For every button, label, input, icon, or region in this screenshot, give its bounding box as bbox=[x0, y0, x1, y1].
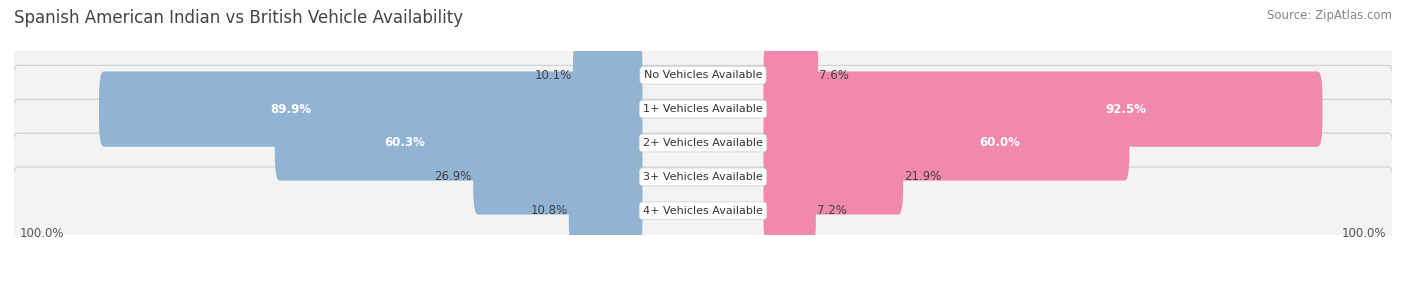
Text: 92.5%: 92.5% bbox=[1105, 103, 1146, 116]
Text: Spanish American Indian vs British Vehicle Availability: Spanish American Indian vs British Vehic… bbox=[14, 9, 463, 27]
FancyBboxPatch shape bbox=[13, 167, 1393, 255]
FancyBboxPatch shape bbox=[763, 37, 818, 113]
FancyBboxPatch shape bbox=[13, 65, 1393, 153]
FancyBboxPatch shape bbox=[13, 133, 1393, 221]
Text: 1+ Vehicles Available: 1+ Vehicles Available bbox=[643, 104, 763, 114]
Text: Source: ZipAtlas.com: Source: ZipAtlas.com bbox=[1267, 9, 1392, 21]
FancyBboxPatch shape bbox=[763, 105, 1129, 181]
Text: 89.9%: 89.9% bbox=[270, 103, 311, 116]
Text: 21.9%: 21.9% bbox=[904, 170, 942, 183]
FancyBboxPatch shape bbox=[13, 99, 1393, 187]
FancyBboxPatch shape bbox=[763, 173, 815, 249]
FancyBboxPatch shape bbox=[569, 173, 643, 249]
Text: 2+ Vehicles Available: 2+ Vehicles Available bbox=[643, 138, 763, 148]
Text: 10.8%: 10.8% bbox=[530, 204, 568, 217]
FancyBboxPatch shape bbox=[763, 72, 1323, 147]
FancyBboxPatch shape bbox=[274, 105, 643, 181]
FancyBboxPatch shape bbox=[763, 139, 903, 214]
Text: 7.2%: 7.2% bbox=[817, 204, 846, 217]
Text: No Vehicles Available: No Vehicles Available bbox=[644, 70, 762, 80]
FancyBboxPatch shape bbox=[98, 72, 643, 147]
FancyBboxPatch shape bbox=[474, 139, 643, 214]
Text: 100.0%: 100.0% bbox=[1341, 227, 1386, 240]
Text: 60.3%: 60.3% bbox=[384, 136, 426, 150]
FancyBboxPatch shape bbox=[572, 37, 643, 113]
Text: 3+ Vehicles Available: 3+ Vehicles Available bbox=[643, 172, 763, 182]
FancyBboxPatch shape bbox=[13, 31, 1393, 119]
Text: 26.9%: 26.9% bbox=[434, 170, 472, 183]
Text: 7.6%: 7.6% bbox=[820, 69, 849, 82]
Text: 100.0%: 100.0% bbox=[20, 227, 65, 240]
Text: 60.0%: 60.0% bbox=[980, 136, 1021, 150]
Text: 10.1%: 10.1% bbox=[534, 69, 572, 82]
Text: 4+ Vehicles Available: 4+ Vehicles Available bbox=[643, 206, 763, 216]
